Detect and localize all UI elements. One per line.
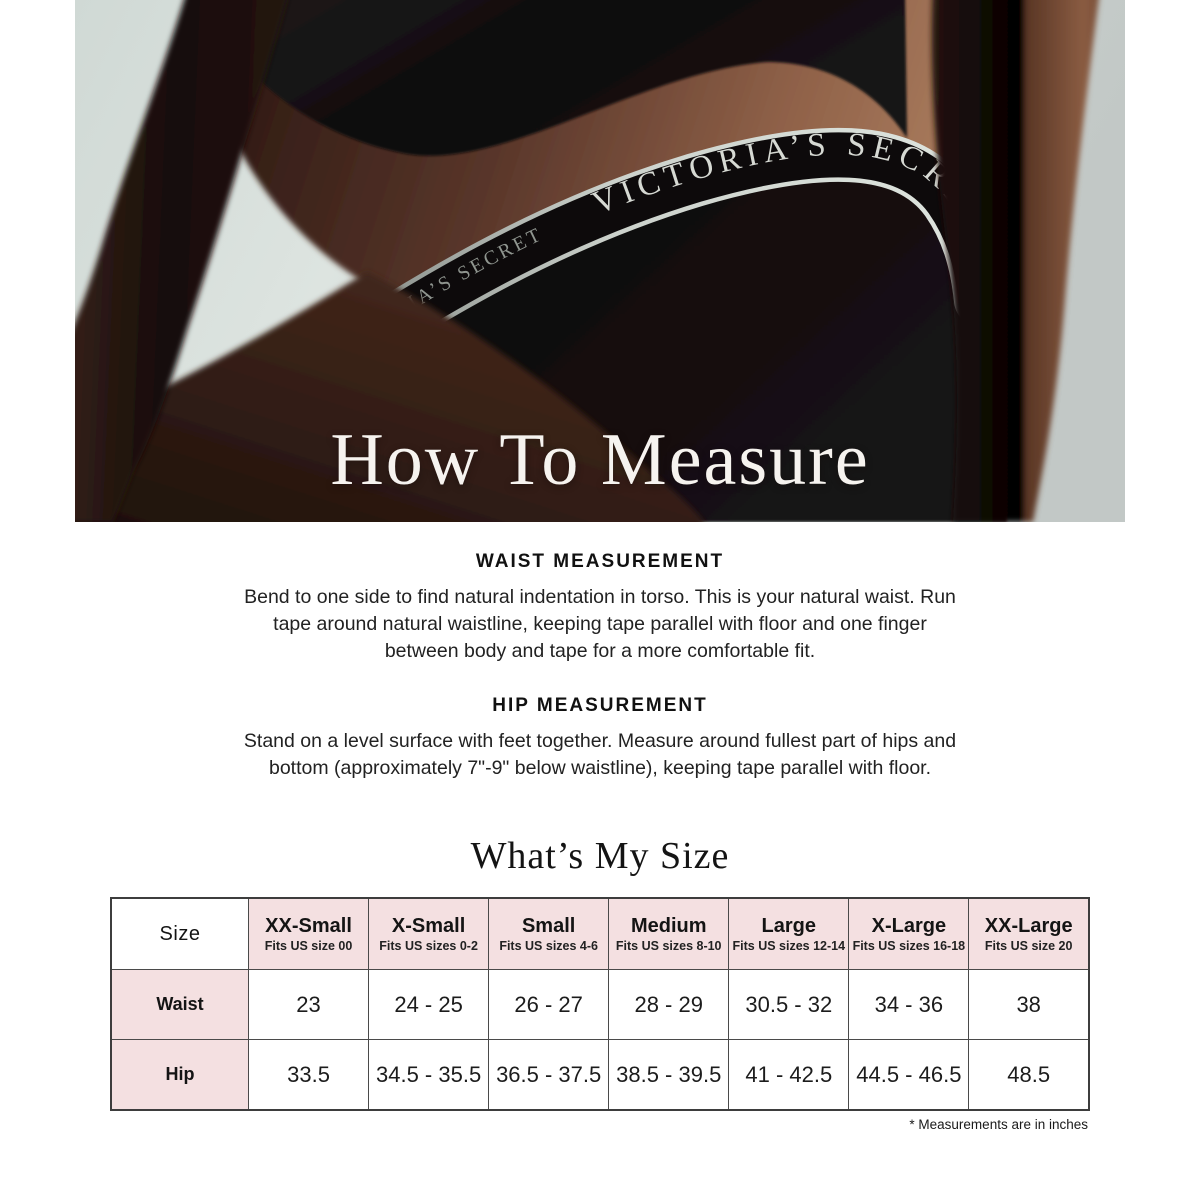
size-column-header: Large Fits US sizes 12-14	[728, 897, 850, 970]
waist-measurement-heading: WAIST MEASUREMENT	[475, 551, 725, 572]
waist-measurement-section: WAIST MEASUREMENT Bend to one side to fi…	[0, 551, 1200, 665]
waist-measurement-text: Bend to one side to find natural indenta…	[244, 586, 956, 662]
size-table-title: What’s My Size	[470, 835, 730, 877]
size-row-label: Waist	[110, 969, 249, 1040]
size-corner-header: Size	[110, 897, 249, 970]
hero-title: How To Measure	[330, 419, 870, 501]
size-cell: 41 - 42.5	[728, 1039, 850, 1111]
measurements-footnote: * Measurements are in inches	[909, 1117, 1088, 1132]
size-cell: 34 - 36	[848, 969, 970, 1040]
left-arm	[75, 0, 288, 522]
hero-photo-illustration: VICTORIA’S SECRET VICTORIA’S SECRET	[75, 0, 1125, 522]
right-arm	[931, 0, 1099, 522]
size-cell: 26 - 27	[488, 969, 610, 1040]
size-column-header: XX-Small Fits US size 00	[247, 897, 370, 970]
size-column-header: Medium Fits US sizes 8-10	[608, 897, 730, 970]
size-table: Size XX-Small Fits US size 00 X-Small Fits …	[110, 897, 1090, 1111]
size-cell: 30.5 - 32	[728, 969, 850, 1040]
size-table-row: Waist 23 24 - 25 26 - 27 28 - 29 30.5 - 32 34 …	[110, 969, 1090, 1040]
size-column-header: Small Fits US sizes 4-6	[488, 897, 610, 970]
crop-top	[215, 0, 907, 156]
size-cell: 34.5 - 35.5	[368, 1039, 490, 1111]
size-row-label: Hip	[110, 1039, 249, 1111]
hip-measurement-section: HIP MEASUREMENT Stand on a level surface…	[0, 695, 1200, 782]
size-cell: 28 - 29	[608, 969, 730, 1040]
size-table-header-row: Size XX-Small Fits US size 00 X-Small Fits …	[110, 897, 1090, 970]
hip-measurement-text: Stand on a level surface with feet toget…	[243, 730, 957, 779]
size-column-header: X-Large Fits US sizes 16-18	[848, 897, 970, 970]
size-table-body: Waist 23 24 - 25 26 - 27 28 - 29 30.5 - 32 34 …	[110, 969, 1090, 1111]
size-cell: 24 - 25	[368, 969, 490, 1040]
size-cell: 36.5 - 37.5	[488, 1039, 610, 1111]
hip-measurement-heading: HIP MEASUREMENT	[492, 695, 708, 716]
size-cell: 38	[968, 969, 1090, 1040]
size-cell: 23	[247, 969, 370, 1040]
size-cell: 33.5	[247, 1039, 370, 1111]
size-table-row: Hip 33.5 34.5 - 35.5 36.5 - 37.5 38.5 - 39.5…	[110, 1039, 1090, 1111]
size-cell: 38.5 - 39.5	[608, 1039, 730, 1111]
size-cell: 48.5	[968, 1039, 1090, 1111]
size-cell: 44.5 - 46.5	[848, 1039, 970, 1111]
thigh	[75, 272, 704, 522]
size-column-header: X-Small Fits US sizes 0-2	[368, 897, 490, 970]
size-column-header: XX-Large Fits US size 20	[968, 897, 1090, 970]
hero-image: VICTORIA’S SECRET VICTORIA’S SECRET How …	[75, 0, 1125, 522]
